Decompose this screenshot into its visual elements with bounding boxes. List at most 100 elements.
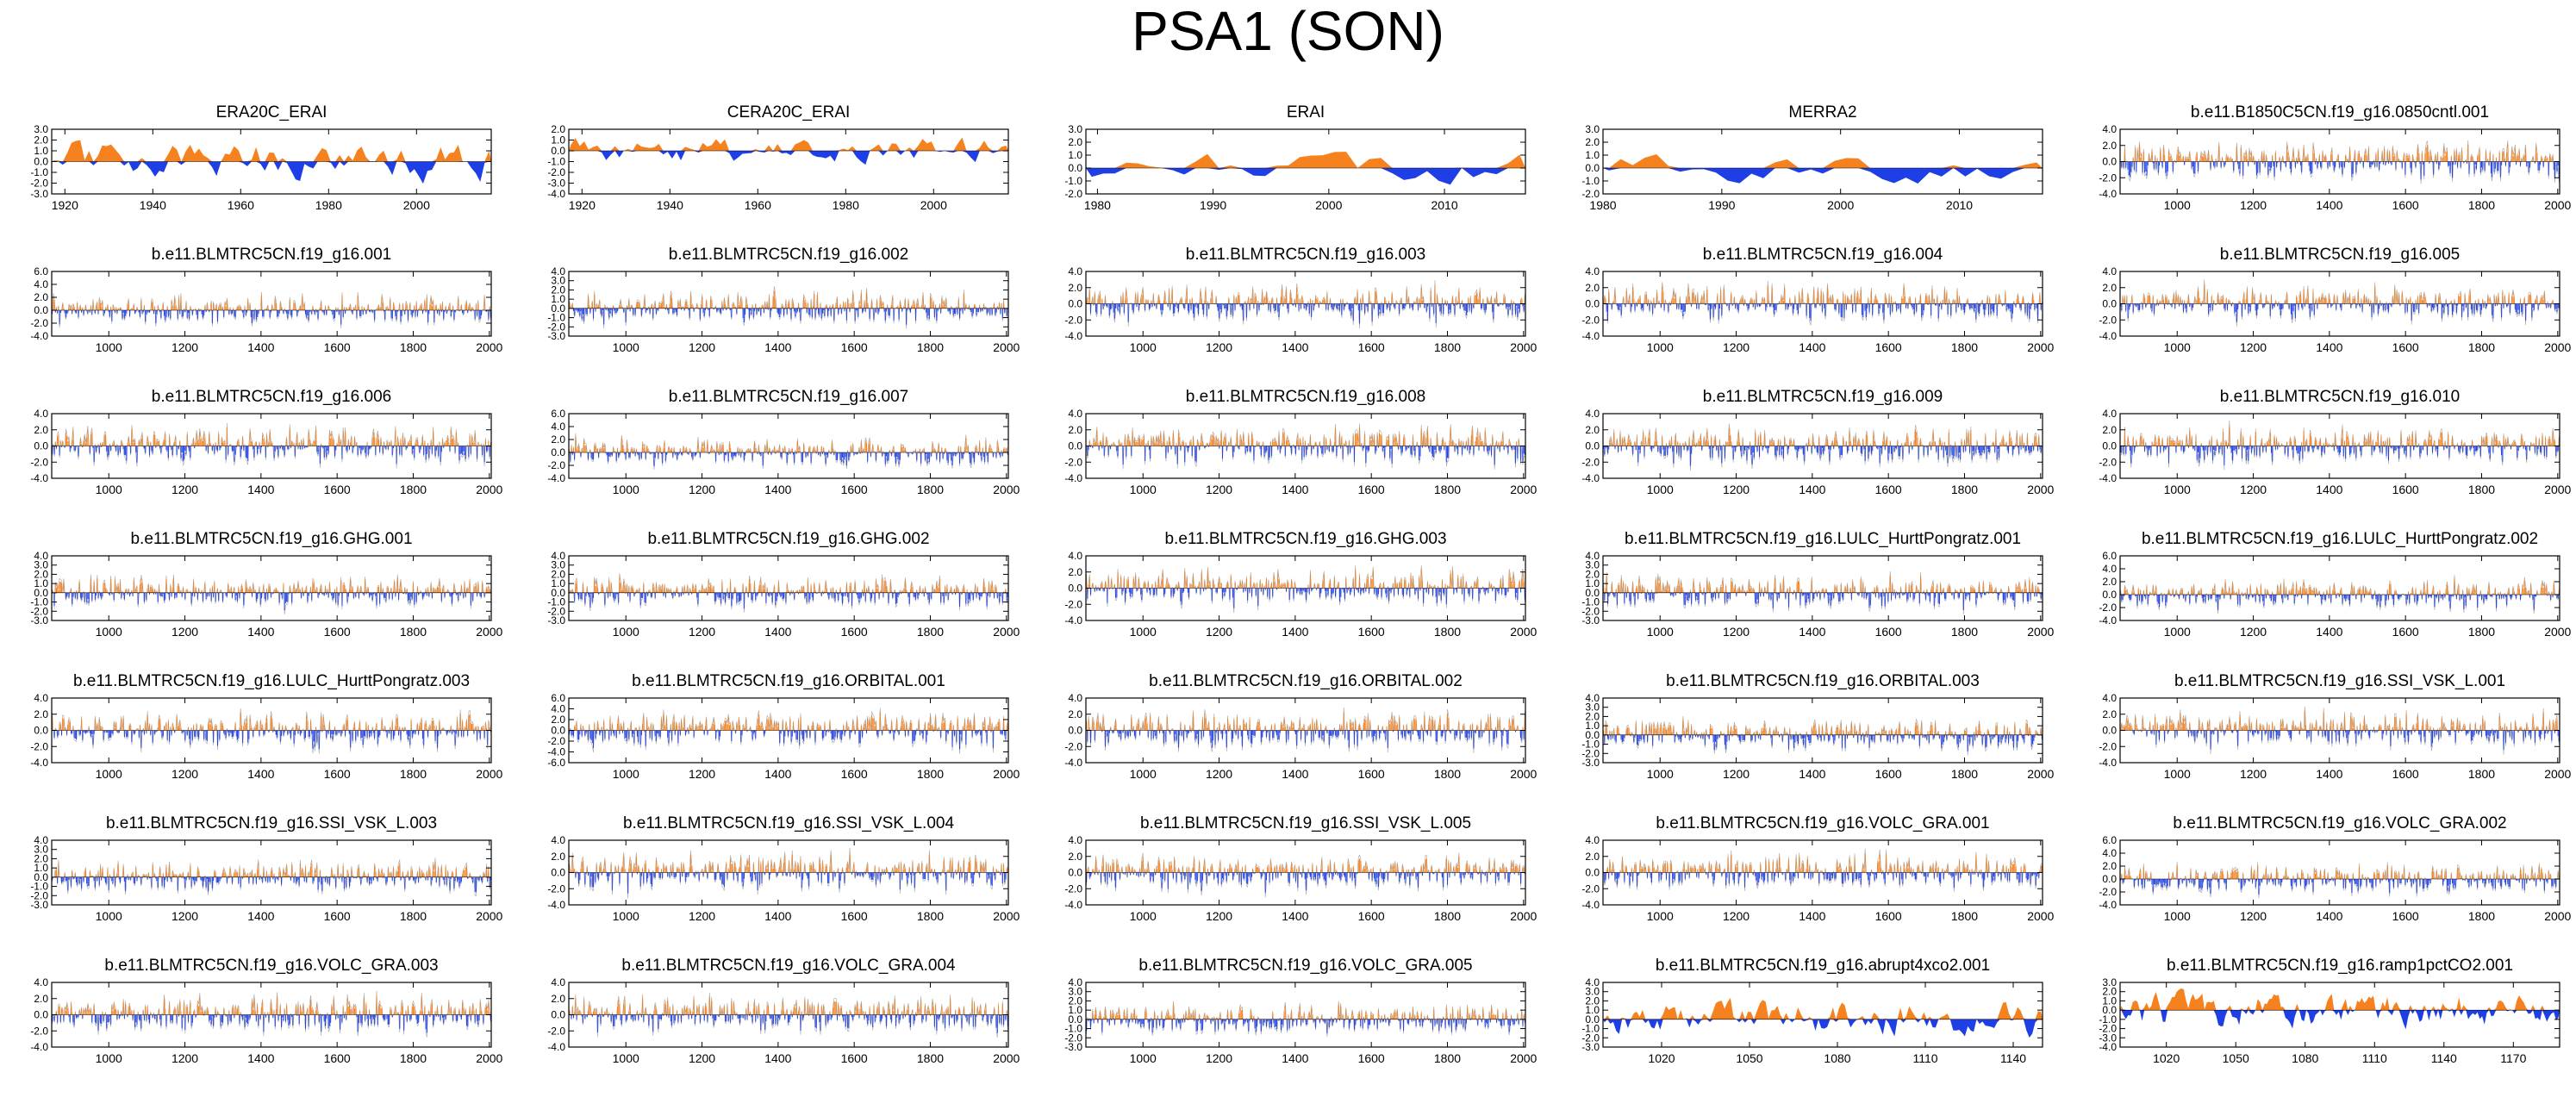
y-tick-label: -2.0 [547,166,565,178]
y-tick-label: -1.0 [1581,175,1600,187]
y-tick-label: 4.0 [34,408,48,420]
x-tick-label: 1990 [1708,198,1735,212]
panel-title: b.e11.BLMTRC5CN.f19_g16.005 [2219,246,2461,264]
x-tick-label: 2000 [993,340,1020,354]
y-tick-label: -2.0 [2099,171,2117,184]
positive-area [569,137,1008,151]
y-tick-label: -3.0 [547,178,565,190]
y-tick-label: -1.0 [547,312,565,324]
plot-area [52,140,491,184]
y-tick-label: 0.0 [34,156,48,168]
x-tick-label: 2000 [920,198,947,212]
y-tick-label: 4.0 [1585,408,1600,420]
x-tick-label: 1800 [1434,340,1461,354]
x-tick-label: 1200 [1723,340,1750,354]
plot-area [569,137,1008,165]
chart-panel: ERAI -2.0 -1.0 0.0 1.0 2.0 3.0 1980 1990 2000 2010 [1034,103,1534,221]
x-tick-label: 2010 [1431,198,1457,212]
y-tick-label: 0.0 [551,446,565,458]
x-tick-label: 1600 [841,483,868,496]
variability-line [2120,140,2560,184]
x-tick-label: 1980 [1589,198,1616,212]
x-tick-label: 1800 [2468,340,2495,354]
x-tick-label: 2000 [1510,483,1537,496]
x-tick-label: 1400 [764,483,791,496]
y-tick-label: 4.0 [1068,265,1082,277]
variability-line [52,422,491,469]
panel-title: ERAI [1286,103,1325,122]
x-tick-label: 1000 [2164,340,2191,354]
y-tick-label: 1.0 [551,134,565,147]
y-tick-label: 0.0 [1585,162,1600,174]
plot-frame [51,271,492,337]
x-tick-label: 1800 [1951,483,1978,496]
chart-svg: -3.0-2.0-1.00.01.02.03.04.0 1000 1200 1400 1… [547,265,1020,354]
x-tick-label: 1960 [228,198,254,212]
x-tick-label: 1800 [1951,340,1978,354]
x-tick-label: 1200 [172,340,198,354]
chart-panel: b.e11.BLMTRC5CN.f19_g16.003 -4.0 -2.0 0.0 2.… [1034,246,1537,364]
y-tick-label: -4.0 [1064,330,1082,342]
x-tick-label: 1400 [2316,198,2342,212]
x-tick-label: 1600 [1875,483,1902,496]
positive-area [1603,153,2043,168]
y-tick-label: -2.0 [1064,456,1082,468]
y-tick-label: -2.0 [547,459,565,471]
plot-area [569,433,1008,470]
x-tick-label: 2000 [403,198,430,212]
x-tick-label: 1000 [96,483,122,496]
x-tick-label: 1200 [1206,483,1232,496]
y-tick-label: -4.0 [30,330,48,342]
x-tick-label: 1000 [613,340,639,354]
variability-line [2120,420,2560,471]
variability-line [1086,423,1525,470]
x-tick-label: 1400 [1799,340,1825,354]
x-tick-label: 1940 [140,198,166,212]
x-tick-label: 2000 [2027,340,2054,354]
x-tick-label: 1600 [1875,340,1902,354]
x-tick-label: 1000 [1130,483,1157,496]
x-tick-label: 1400 [764,340,791,354]
x-tick-label: 2000 [2027,483,2054,496]
x-tick-label: 1600 [2392,198,2419,212]
x-tick-label: 1800 [1434,483,1461,496]
x-tick-label: 1200 [1206,340,1232,354]
chart-svg: -4.0-3.0-2.0-1.00.01.02.0 1920 1940 1960 198… [547,123,1009,212]
chart-svg: -2.0-1.00.01.02.03.0 1980 1990 2000 2010 [1064,123,1526,212]
y-tick-label: 0.0 [551,145,565,157]
y-tick-label: 0.0 [1585,440,1600,452]
panel-title: MERRA2 [1788,103,1857,122]
plot-frame [1602,128,2043,195]
y-tick-label: -2.0 [1064,314,1082,326]
y-tick-label: -2.0 [30,317,48,329]
plot-area [52,422,491,469]
negative-area [569,151,1008,165]
x-tick-label: 1200 [2240,198,2267,212]
panel-title: b.e11.BLMTRC5CN.f19_g16.010 [2219,388,2461,406]
figure-title: PSA1 (SON) [1132,0,1444,62]
y-tick-label: 2.0 [551,123,565,135]
x-tick-label: 1200 [689,340,715,354]
y-tick-label: -1.0 [1064,175,1082,187]
chart-panel: b.e11.BLMTRC5CN.f19_g16.010 -4.0 -2.0 0.0 2.… [2068,388,2571,506]
y-tick-label: 2.0 [1585,282,1600,294]
y-tick-label: 0.0 [34,440,48,452]
y-tick-label: -2.0 [30,178,48,190]
x-tick-label: 2010 [1946,198,1973,212]
y-tick-label: 2.0 [1585,424,1600,436]
y-tick-label: 0.0 [1585,298,1600,310]
y-tick-label: -3.0 [547,330,565,342]
chart-panel: MERRA2 -2.0 -1.0 0.0 1.0 2.0 3.0 1980 1990 2000 20… [1551,103,2051,221]
x-tick-label: 1990 [1200,198,1226,212]
plot-frame [568,128,1009,195]
y-tick-label: 4.0 [2102,123,2117,135]
chart-panel: b.e11.BLMTRC5CN.f19_g16.007 -4.0 -2.0 0.0 2.… [517,388,1020,506]
negative-area [52,161,491,184]
chart-svg: -4.0 -2.0 0.0 2.0 4.0 1000 1200 1400 1600 1800 200… [1064,408,1537,496]
y-tick-label: 2.0 [2102,282,2117,294]
y-tick-label: -2.0 [1581,456,1600,468]
y-tick-label: 2.0 [1068,136,1082,148]
chart-panel: b.e11.BLMTRC5CN.f19_g16.005 -4.0 -2.0 0.0 2.… [2068,246,2571,364]
panel-title: b.e11.BLMTRC5CN.f19_g16.007 [668,388,909,406]
plot-area [2120,420,2560,471]
